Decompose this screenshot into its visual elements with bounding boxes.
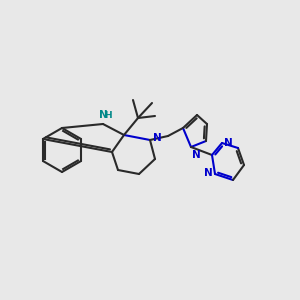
Text: N: N [153, 133, 162, 143]
Text: N: N [224, 138, 233, 148]
Text: H: H [104, 111, 112, 120]
Text: N: N [99, 110, 107, 120]
Text: N: N [204, 168, 213, 178]
Text: N: N [192, 150, 201, 160]
